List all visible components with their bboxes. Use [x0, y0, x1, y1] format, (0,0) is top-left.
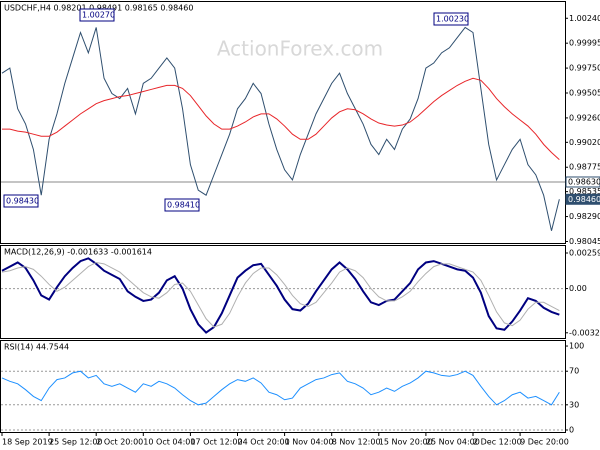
y-tick-label: 0.99505 — [569, 89, 600, 98]
y-tick-label: 1.00240 — [569, 14, 600, 23]
annotation-box — [433, 12, 469, 26]
y-tick-label: 0.98535 — [569, 187, 600, 196]
y-tick-label: 0.00 — [569, 284, 587, 293]
x-tick-label: 2 Dec 12:00 — [473, 438, 522, 447]
marker-box — [565, 193, 600, 205]
marker-label: 0.98630 — [568, 177, 600, 186]
series-line — [2, 77, 560, 160]
rsi-title: RSI(14) 44.7544 — [4, 343, 69, 352]
marker-label: 0.98460 — [568, 195, 600, 204]
x-tick-label: 8 Nov 12:00 — [332, 438, 381, 447]
series-line — [1, 370, 560, 406]
macd-title: MACD(12,26,9) -0.001633 -0.001614 — [4, 248, 152, 257]
x-tick-label: 25 Sep 12:00 — [49, 438, 102, 447]
macd-panel — [0, 245, 566, 339]
watermark: ActionForex.com — [217, 37, 383, 61]
annotation-box — [164, 198, 200, 212]
x-tick-label: 17 Oct 12:00 — [190, 438, 242, 447]
y-tick-label: 0.99260 — [569, 113, 600, 122]
y-tick-label: 0.00259 — [569, 249, 600, 258]
x-tick-label: 24 Oct 20:00 — [238, 438, 290, 447]
y-tick-label: 100 — [569, 342, 584, 351]
annotation: 1.00230 — [436, 15, 469, 24]
y-tick-label: 0.98775 — [569, 163, 600, 172]
series-line — [1, 261, 560, 328]
series-line — [1, 26, 560, 231]
y-tick-label: 0 — [569, 425, 574, 434]
annotation: 1.00270 — [82, 11, 115, 20]
rsi-panel — [0, 340, 566, 433]
x-tick-label: 15 Nov 20:00 — [379, 438, 433, 447]
y-tick-label: 0.99995 — [569, 39, 600, 48]
y-tick-label: -0.003221 — [569, 328, 600, 337]
y-tick-label: 70 — [569, 367, 579, 376]
annotation: 0.98430 — [6, 197, 39, 206]
y-tick-label: 0.99020 — [569, 138, 600, 147]
annotation-box — [79, 8, 115, 22]
annotation-box — [3, 194, 39, 208]
y-tick-label: 0.98045 — [569, 237, 600, 246]
y-tick-label: 30 — [569, 400, 579, 409]
x-tick-label: 25 Nov 04:00 — [426, 438, 480, 447]
marker-box — [565, 176, 600, 188]
price-title: USDCHF,H4 0.98201 0.98491 0.98165 0.9846… — [4, 4, 193, 13]
x-tick-label: 9 Dec 20:00 — [520, 438, 569, 447]
annotation: 0.98410 — [167, 201, 200, 210]
y-tick-label: 0.99750 — [569, 64, 600, 73]
x-tick-label: 18 Sep 2019 — [2, 438, 53, 447]
price-panel — [0, 1, 566, 244]
x-tick-label: 10 Oct 04:00 — [143, 438, 195, 447]
y-tick-label: 0.98290 — [569, 212, 600, 221]
x-tick-label: 1 Nov 04:00 — [285, 438, 334, 447]
x-tick-label: 2 Oct 20:00 — [96, 438, 143, 447]
